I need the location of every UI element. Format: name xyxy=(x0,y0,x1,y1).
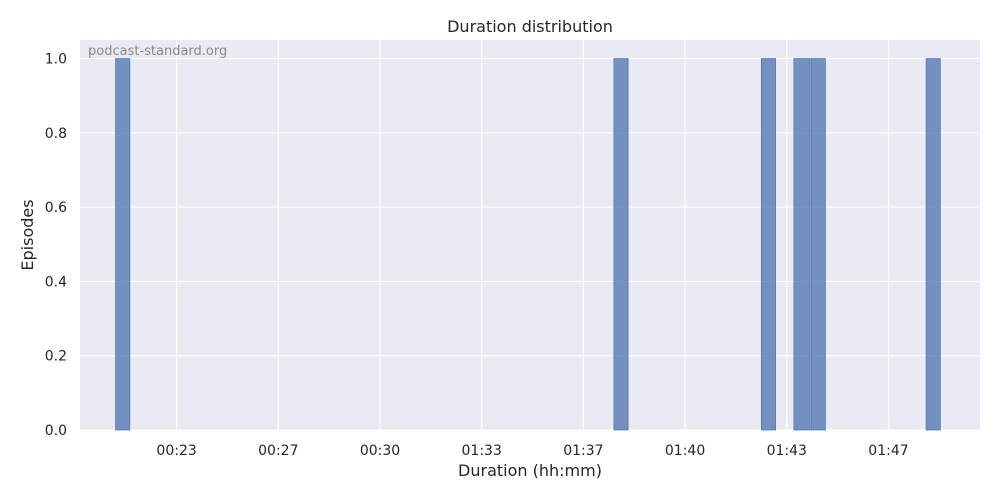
chart-title: Duration distribution xyxy=(447,17,613,36)
x-tick-label: 01:47 xyxy=(868,443,908,459)
grid xyxy=(80,40,980,431)
y-tick-label: 0.4 xyxy=(45,274,67,290)
histogram-bar-2 xyxy=(613,58,629,431)
plot-background xyxy=(80,40,980,430)
watermark-text: podcast-standard.org xyxy=(88,44,227,59)
x-tick-label: 00:27 xyxy=(258,443,298,459)
y-tick-label: 1.0 xyxy=(45,52,67,68)
y-tick-label: 0.2 xyxy=(45,349,67,365)
histogram-bar-3 xyxy=(760,58,776,431)
histogram-bar-4 xyxy=(793,58,811,431)
y-tick-label: 0.8 xyxy=(45,126,67,142)
y-tick-label: 0.6 xyxy=(45,200,67,216)
x-tick-label: 01:33 xyxy=(462,443,502,459)
x-tick-labels: 00:23 00:27 00:30 01:33 01:37 01:40 01:43 01:47 xyxy=(156,443,908,459)
bars xyxy=(115,58,941,431)
histogram-bar-6 xyxy=(925,58,941,431)
x-tick-label: 01:37 xyxy=(563,443,603,459)
x-tick-label: 00:30 xyxy=(360,443,400,459)
x-tick-label: 00:23 xyxy=(156,443,196,459)
y-tick-label: 0.0 xyxy=(45,423,67,439)
y-axis-label: Episodes xyxy=(18,199,37,270)
histogram-bar-5 xyxy=(810,58,826,431)
x-tick-label: 01:40 xyxy=(665,443,705,459)
x-tick-label: 01:43 xyxy=(767,443,807,459)
y-tick-labels: 0.0 0.2 0.4 0.6 0.8 1.0 xyxy=(45,52,67,439)
histogram-bar-1 xyxy=(115,58,131,431)
x-axis-label: Duration (hh:mm) xyxy=(458,461,602,480)
